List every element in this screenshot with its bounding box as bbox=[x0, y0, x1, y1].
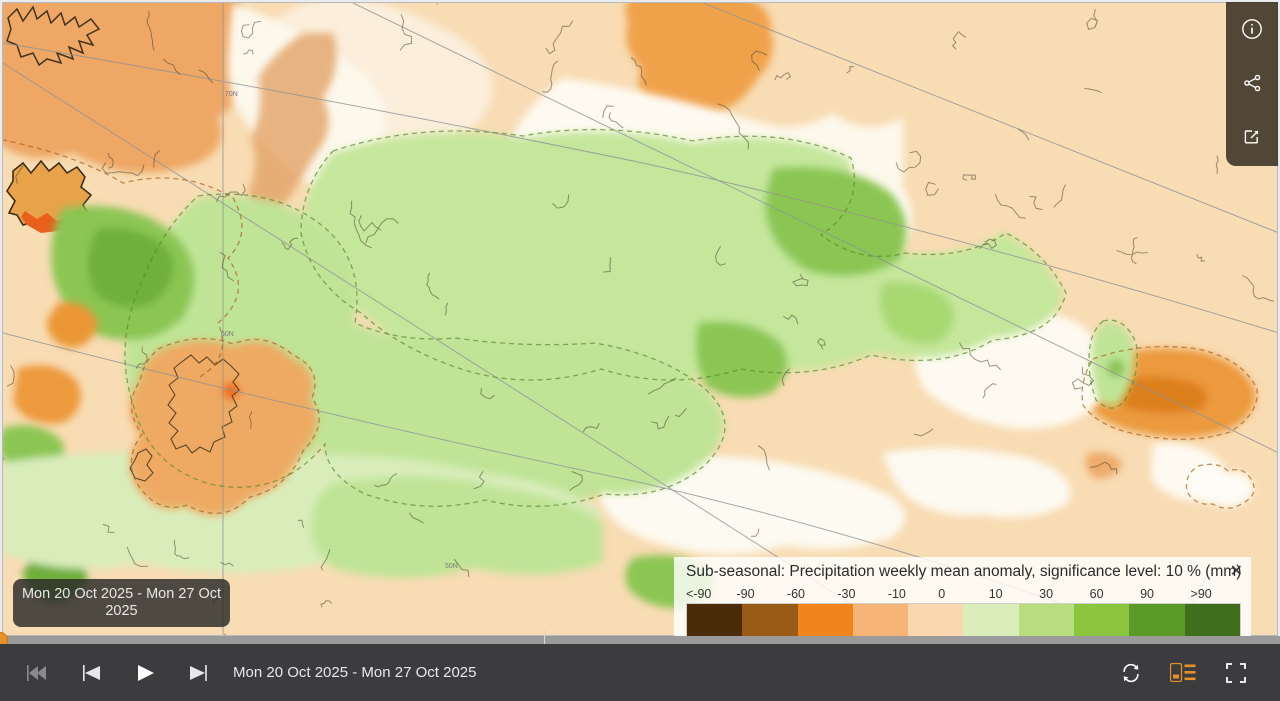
svg-text:50N: 50N bbox=[445, 563, 458, 570]
svg-text:70N: 70N bbox=[225, 91, 238, 98]
svg-text:60N: 60N bbox=[221, 331, 234, 338]
